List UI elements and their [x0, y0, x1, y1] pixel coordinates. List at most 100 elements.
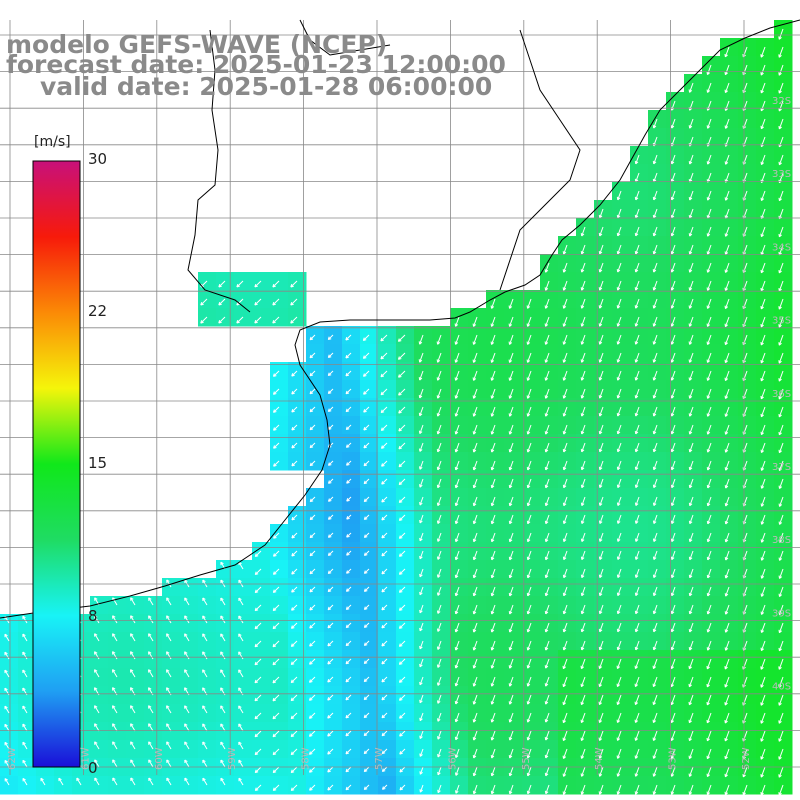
wind-arrow: [760, 262, 766, 274]
wind-arrow: [309, 658, 316, 665]
wind-arrow-head: [291, 553, 294, 557]
wind-cell: [396, 596, 415, 615]
wind-arrow-head: [166, 633, 170, 636]
wind-cell: [108, 668, 127, 687]
wind-arrow-head: [184, 687, 188, 690]
wind-arrow-head: [273, 445, 275, 449]
wind-cell: [90, 668, 109, 687]
wind-arrow: [545, 640, 550, 651]
wind-arrow: [671, 586, 676, 596]
wind-arrow: [381, 514, 388, 521]
wind-arrow-head: [309, 372, 312, 376]
wind-arrow-head: [254, 643, 257, 647]
wind-cell: [108, 740, 127, 759]
colorbar-tick-8: 8: [88, 607, 98, 625]
wind-arrow: [455, 406, 460, 417]
wind-arrow: [112, 723, 118, 732]
wind-arrow: [437, 406, 442, 417]
wind-cell: [396, 434, 415, 453]
wind-arrow: [473, 550, 478, 560]
wind-cell: [306, 380, 325, 399]
wind-arrow: [238, 777, 244, 786]
wind-arrow: [671, 262, 676, 273]
wind-arrow: [545, 532, 550, 542]
wind-arrow: [778, 118, 784, 130]
wind-arrow: [94, 723, 100, 732]
wind-arrow-head: [380, 409, 383, 413]
wind-arrow-head: [112, 741, 116, 744]
wind-arrow: [254, 640, 262, 648]
wind-arrow-head: [130, 687, 134, 690]
wind-cell: [234, 614, 253, 633]
wind-arrow-head: [327, 769, 330, 773]
wind-cell: [144, 668, 163, 687]
wind-arrow: [580, 712, 586, 723]
wind-arrow-head: [22, 723, 26, 727]
wind-arrow: [290, 694, 298, 702]
wind-cell: [144, 650, 163, 669]
wind-arrow-head: [40, 777, 44, 781]
wind-arrow: [220, 669, 226, 678]
wind-arrow: [761, 154, 766, 165]
wind-arrow-head: [290, 733, 293, 737]
wind-arrow-head: [238, 579, 242, 583]
wind-arrow: [290, 658, 298, 665]
wind-arrow-head: [236, 283, 239, 288]
wind-cell: [162, 632, 181, 651]
wind-arrow: [725, 604, 730, 615]
wind-arrow: [94, 741, 100, 750]
wind-arrow-head: [363, 552, 366, 556]
wind-cell: [90, 650, 109, 669]
wind-arrow: [381, 604, 388, 611]
wind-arrow-head: [184, 741, 188, 744]
wind-arrow: [220, 633, 226, 642]
lon-label: 53W: [668, 747, 679, 770]
wind-arrow-head: [148, 669, 152, 672]
wind-arrow: [419, 586, 424, 596]
wind-arrow: [617, 550, 622, 560]
wind-cell: [36, 776, 55, 795]
wind-arrow-head: [184, 633, 188, 636]
wind-arrow: [689, 280, 694, 291]
wind-arrow: [545, 406, 550, 417]
wind-cell: [396, 542, 415, 561]
wind-cell: [378, 704, 397, 723]
wind-arrow: [635, 730, 640, 741]
wind-arrow-head: [381, 481, 384, 485]
wind-arrow-head: [327, 462, 330, 466]
wind-arrow-head: [309, 643, 312, 647]
wind-arrow: [273, 388, 280, 395]
wind-arrow: [273, 442, 280, 449]
wind-speed-field: [0, 20, 793, 795]
wind-arrow: [22, 723, 28, 732]
wind-arrow: [671, 532, 676, 542]
wind-arrow: [254, 622, 262, 630]
wind-cell: [378, 668, 397, 687]
wind-cell: [378, 560, 397, 579]
wind-arrow: [545, 280, 550, 291]
wind-arrow-head: [398, 553, 401, 557]
wind-arrow: [778, 388, 784, 400]
wind-arrow-head: [363, 462, 366, 466]
wind-arrow: [309, 640, 316, 647]
wind-arrow-head: [291, 516, 294, 521]
wind-arrow: [220, 651, 226, 660]
wind-arrow: [112, 741, 118, 750]
wind-arrow-head: [254, 787, 257, 791]
wind-arrow: [148, 777, 154, 786]
wind-cell: [270, 740, 289, 759]
wind-arrow: [345, 352, 352, 359]
wind-arrow: [419, 334, 424, 345]
wind-cell: [198, 668, 217, 687]
wind-arrow: [563, 406, 568, 417]
wind-arrow: [455, 532, 460, 542]
wind-arrow: [689, 298, 694, 309]
wind-arrow: [599, 748, 604, 759]
wind-arrow: [653, 748, 658, 759]
wind-arrow-head: [363, 444, 366, 449]
wind-arrow-head: [166, 777, 170, 780]
wind-cell: [0, 686, 19, 705]
wind-arrow: [437, 352, 442, 363]
wind-arrow: [381, 694, 388, 701]
wind-cell: [396, 776, 415, 795]
